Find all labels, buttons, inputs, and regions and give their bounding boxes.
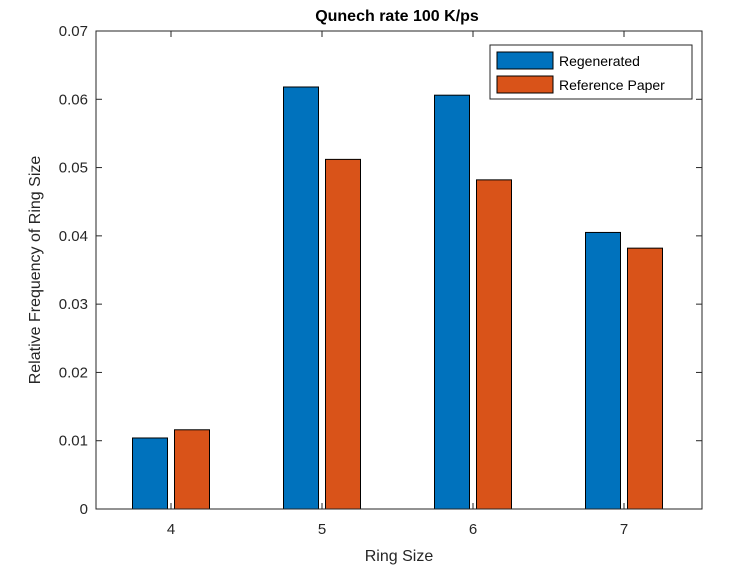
x-tick-label: 7	[620, 521, 628, 538]
x-tick-label: 4	[167, 521, 175, 538]
y-tick-label: 0.03	[59, 296, 88, 313]
y-tick-label: 0	[80, 501, 88, 518]
x-axis-label: Ring Size	[365, 548, 434, 565]
legend-swatch-regenerated	[496, 51, 554, 70]
y-tick-label: 0.02	[59, 364, 88, 381]
bar-reference-paper-4	[174, 429, 210, 510]
y-tick-label: 0.05	[59, 160, 88, 177]
chart-title: Qunech rate 100 K/ps	[315, 8, 479, 25]
y-axis-ticks: 0 0.01 0.02 0.03 0.04 0.05 0.06 0.07	[59, 23, 702, 518]
bar-regenerated-4	[132, 437, 168, 510]
y-tick-label: 0.01	[59, 433, 88, 450]
y-tick-label: 0.06	[59, 91, 88, 108]
bar-regenerated-5	[283, 86, 319, 510]
bar-reference-paper-7	[627, 247, 663, 510]
y-tick-label: 0.07	[59, 23, 88, 40]
bars-group	[132, 86, 663, 510]
legend: Regenerated Reference Paper	[489, 44, 693, 100]
bar-regenerated-7	[585, 231, 621, 510]
bar-regenerated-6	[434, 94, 470, 510]
bar-reference-paper-6	[476, 179, 512, 510]
axes-box	[95, 30, 703, 510]
legend-label-reference-paper: Reference Paper	[559, 77, 665, 93]
legend-label-regenerated: Regenerated	[559, 53, 640, 69]
y-tick-label: 0.04	[59, 228, 88, 245]
y-axis-label: Relative Frequency of Ring Size	[27, 156, 44, 385]
x-axis-ticks: 4 5 6 7	[167, 31, 628, 538]
x-tick-label: 6	[469, 521, 477, 538]
bar-reference-paper-5	[325, 158, 361, 510]
x-tick-label: 5	[318, 521, 326, 538]
legend-swatch-reference-paper	[496, 75, 554, 94]
